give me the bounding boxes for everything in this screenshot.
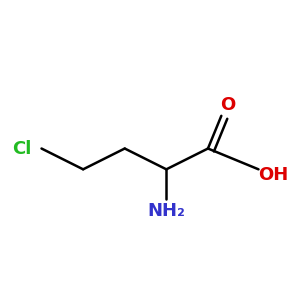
Text: OH: OH (258, 166, 289, 184)
Text: NH₂: NH₂ (147, 202, 185, 220)
Text: O: O (220, 96, 235, 114)
Text: Cl: Cl (13, 140, 32, 158)
